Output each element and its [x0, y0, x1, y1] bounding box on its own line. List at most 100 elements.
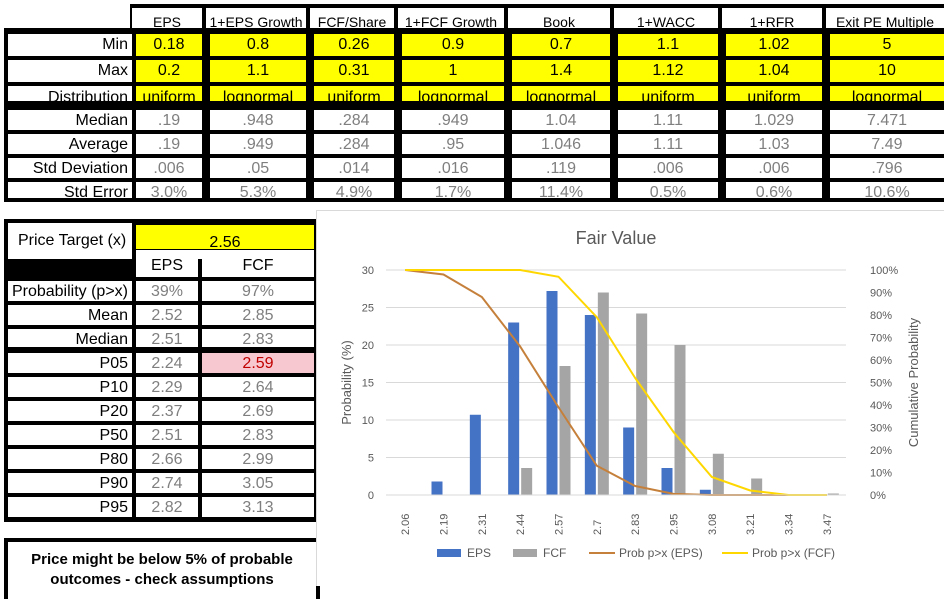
- price-eps-cell: 2.74: [136, 473, 198, 493]
- top-col-header: 1+WACC: [614, 8, 718, 28]
- bar-eps: [508, 322, 520, 495]
- bar-fcf: [521, 468, 533, 495]
- top-stat-cell: .014: [314, 158, 394, 178]
- top-stat-cell: 1.11: [618, 134, 718, 154]
- legend-label: Prob p>x (EPS): [619, 546, 703, 560]
- x-tick-label: 2.83: [630, 514, 642, 535]
- bar-fcf: [674, 345, 686, 495]
- price-row-label: P20: [8, 401, 132, 421]
- price-row-label: P95: [8, 497, 132, 517]
- top-stat-cell: 3.0%: [136, 182, 202, 198]
- price-fcf-cell: 2.83: [202, 425, 314, 445]
- top-input-cell[interactable]: 0.9: [402, 34, 504, 56]
- top-input-cell[interactable]: 10: [830, 60, 944, 82]
- x-tick-label: 2.19: [439, 514, 451, 535]
- y2-tick-label: 100%: [870, 265, 898, 277]
- price-fcf-cell: 2.69: [202, 401, 314, 421]
- y2-tick-label: 80%: [870, 310, 892, 322]
- legend-swatch: [437, 549, 461, 557]
- y2-tick-label: 40%: [870, 400, 892, 412]
- y-tick-label: 25: [362, 303, 374, 315]
- top-stat-cell: .948: [210, 110, 306, 130]
- top-col-header: Exit PE Multiple: [826, 8, 944, 28]
- price-eps-cell: 2.51: [136, 329, 198, 347]
- price-col-header-eps: EPS: [136, 252, 198, 277]
- top-stat-cell: 1.04: [512, 110, 610, 130]
- top-stat-cell: 1.7%: [402, 182, 504, 198]
- y-tick-label: 15: [362, 378, 374, 390]
- top-input-cell[interactable]: uniform: [618, 86, 718, 101]
- top-input-cell[interactable]: 0.7: [512, 34, 610, 56]
- top-stat-cell: .006: [618, 158, 718, 178]
- top-input-cell[interactable]: 5: [830, 34, 944, 56]
- price-fcf-cell: 2.64: [202, 377, 314, 397]
- top-stat-cell: .19: [136, 134, 202, 154]
- line-prob-fcf: [405, 269, 827, 496]
- top-input-cell[interactable]: 0.8: [210, 34, 306, 56]
- price-target-label: Price Target (x): [8, 223, 132, 259]
- bar-eps: [584, 315, 596, 495]
- top-input-cell[interactable]: lognormal: [512, 86, 610, 101]
- x-tick-label: 2.06: [400, 514, 412, 535]
- price-fcf-cell: 97%: [202, 281, 314, 301]
- bar-fcf: [712, 453, 724, 495]
- bar-eps: [699, 489, 711, 495]
- bar-eps: [546, 291, 558, 495]
- top-stat-cell: 5.3%: [210, 182, 306, 198]
- bar-eps: [469, 414, 481, 495]
- top-stat-cell: .016: [402, 158, 504, 178]
- top-input-cell[interactable]: 1.1: [210, 60, 306, 82]
- y-tick-label: 30: [362, 265, 374, 277]
- chart-area[interactable]: Fair Value 0 5 10 15 20 25 30 0% 10% 20% 30% 40% 50% 6…: [316, 210, 944, 586]
- top-input-cell[interactable]: 1.1: [618, 34, 718, 56]
- price-fcf-cell-highlight: 2.59: [202, 353, 314, 373]
- top-stat-cell: .949: [402, 110, 504, 130]
- x-tick-label: 2.57: [554, 514, 566, 535]
- price-fcf-cell: 3.05: [202, 473, 314, 493]
- top-stat-cell: 4.9%: [314, 182, 394, 198]
- top-stat-label: Average: [8, 134, 132, 154]
- top-input-cell[interactable]: 1: [402, 60, 504, 82]
- top-input-cell[interactable]: 1.04: [726, 60, 822, 82]
- price-row-label: Mean: [8, 305, 132, 325]
- top-input-cell[interactable]: uniform: [726, 86, 822, 101]
- price-row-label: P50: [8, 425, 132, 445]
- price-fcf-cell: 2.99: [202, 449, 314, 469]
- top-input-cell[interactable]: lognormal: [210, 86, 306, 101]
- top-stat-label: Std Error: [8, 182, 132, 198]
- top-input-cell[interactable]: uniform: [314, 86, 394, 101]
- top-input-cell[interactable]: 1.12: [618, 60, 718, 82]
- y2-tick-label: 0%: [870, 490, 886, 502]
- price-fcf-cell: 3.13: [202, 497, 314, 517]
- top-input-cell[interactable]: lognormal: [402, 86, 504, 101]
- top-stat-cell: .949: [210, 134, 306, 154]
- y2-tick-label: 70%: [870, 333, 892, 345]
- bar-fcf: [827, 493, 839, 495]
- top-input-cell[interactable]: 0.31: [314, 60, 394, 82]
- top-col-header: 1+RFR: [722, 8, 822, 28]
- y2-tick-label: 90%: [870, 288, 892, 300]
- price-eps-cell: 2.37: [136, 401, 198, 421]
- top-input-cell[interactable]: 0.2: [136, 60, 202, 82]
- top-input-cell[interactable]: lognormal: [830, 86, 944, 101]
- top-stat-cell: 10.6%: [830, 182, 944, 198]
- top-stat-cell: 0.5%: [618, 182, 718, 198]
- top-input-cell[interactable]: 0.18: [136, 34, 202, 56]
- top-stat-cell: 7.471: [830, 110, 944, 130]
- top-input-cell[interactable]: 1.02: [726, 34, 822, 56]
- bar-eps: [623, 427, 635, 495]
- price-target-input[interactable]: 2.56: [136, 225, 314, 249]
- y2-tick-label: 30%: [870, 423, 892, 435]
- price-eps-cell: 2.29: [136, 377, 198, 397]
- y-tick-label: 5: [368, 453, 374, 465]
- price-row-label: P90: [8, 473, 132, 493]
- y-tick-label: 0: [368, 490, 374, 502]
- top-input-cell[interactable]: 0.26: [314, 34, 394, 56]
- y-axis-label: Probability (%): [339, 340, 354, 425]
- price-eps-cell: 2.52: [136, 305, 198, 325]
- legend-label: EPS: [467, 546, 491, 560]
- top-input-cell[interactable]: 1.4: [512, 60, 610, 82]
- top-stat-cell: 0.6%: [726, 182, 822, 198]
- top-input-cell[interactable]: uniform: [136, 86, 202, 101]
- x-tick-label: 3.08: [707, 514, 719, 535]
